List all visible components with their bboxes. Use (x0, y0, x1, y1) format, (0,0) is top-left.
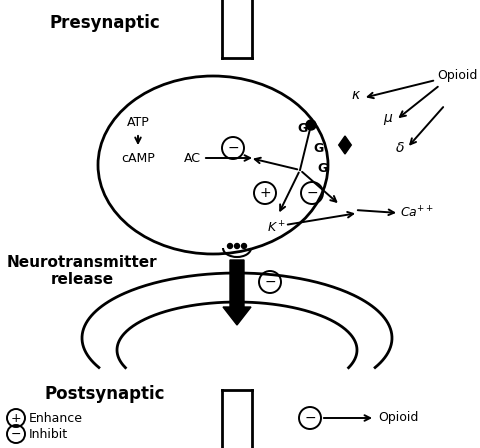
Text: μ: μ (384, 111, 393, 125)
Text: δ: δ (396, 141, 404, 155)
FancyArrow shape (223, 260, 251, 325)
Text: G: G (317, 161, 327, 175)
Text: AC: AC (183, 151, 201, 164)
Text: Opioid: Opioid (378, 412, 419, 425)
Text: G: G (297, 121, 307, 134)
Text: Inhibit: Inhibit (29, 427, 68, 440)
Text: Enhance: Enhance (29, 412, 83, 425)
Circle shape (235, 244, 240, 249)
Text: −: − (304, 411, 316, 425)
Text: −: − (306, 186, 318, 200)
Polygon shape (339, 136, 351, 154)
Text: +: + (259, 186, 271, 200)
Text: Postsynaptic: Postsynaptic (45, 385, 165, 403)
Circle shape (228, 244, 232, 249)
Circle shape (241, 244, 247, 249)
Text: κ: κ (351, 88, 359, 102)
Text: −: − (11, 427, 21, 440)
Text: cAMP: cAMP (121, 151, 155, 164)
Text: Opioid: Opioid (437, 69, 478, 82)
Text: −: − (227, 141, 239, 155)
Text: $K^+$: $K^+$ (267, 220, 287, 236)
Text: ATP: ATP (127, 116, 149, 129)
Circle shape (306, 120, 316, 130)
Text: Neurotransmitter
release: Neurotransmitter release (7, 255, 157, 288)
Text: +: + (11, 412, 21, 425)
Text: −: − (264, 275, 276, 289)
Text: Presynaptic: Presynaptic (49, 14, 160, 32)
Text: G: G (313, 142, 323, 155)
Text: $Ca^{++}$: $Ca^{++}$ (400, 205, 434, 221)
